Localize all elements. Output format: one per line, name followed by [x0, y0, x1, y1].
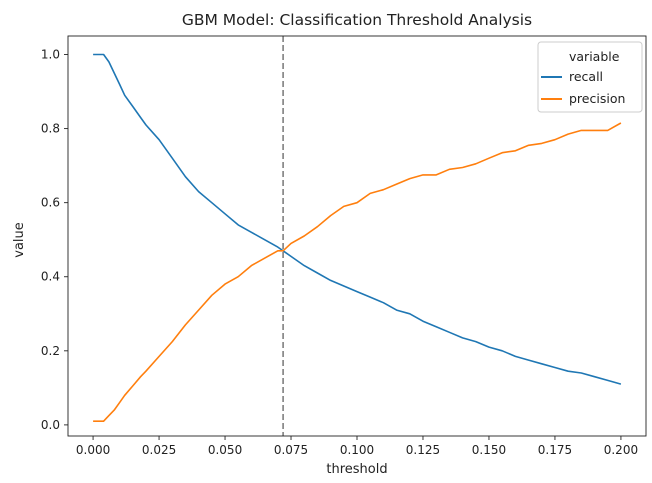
y-tick-label: 0.8: [41, 122, 60, 136]
legend-label-precision: precision: [569, 91, 625, 106]
y-axis-label: value: [12, 222, 27, 258]
y-tick-label: 0.2: [41, 344, 60, 358]
x-tick-label: 0.200: [604, 443, 638, 457]
axes: 0.000 0.025 0.050 0.075 0.100 0.125 0.150 0.175…: [41, 35, 647, 457]
legend-label-recall: recall: [569, 69, 603, 84]
x-axis-label: threshold: [326, 462, 387, 477]
x-tick-label: 0.075: [274, 443, 308, 457]
y-tick-label: 0.4: [41, 270, 60, 284]
x-tick-label: 0.000: [76, 443, 110, 457]
series-line-recall: [93, 53, 622, 385]
chart-title: GBM Model: Classification Threshold Anal…: [182, 11, 532, 29]
legend-frame: [537, 41, 643, 113]
x-tick-label: 0.150: [472, 443, 506, 457]
series-line-precision: [93, 122, 622, 423]
legend: variable recall precision: [537, 41, 643, 113]
x-tick-label: 0.125: [406, 443, 440, 457]
x-tick-label: 0.050: [208, 443, 242, 457]
x-tick-label: 0.100: [340, 443, 374, 457]
y-tick-label: 0.0: [41, 418, 60, 432]
legend-title: variable: [569, 49, 620, 64]
plot-area: [93, 36, 622, 436]
x-tick-label: 0.025: [142, 443, 176, 457]
y-tick-label: 1.0: [41, 48, 60, 62]
y-tick-label: 0.6: [41, 196, 60, 210]
x-tick-label: 0.175: [538, 443, 572, 457]
